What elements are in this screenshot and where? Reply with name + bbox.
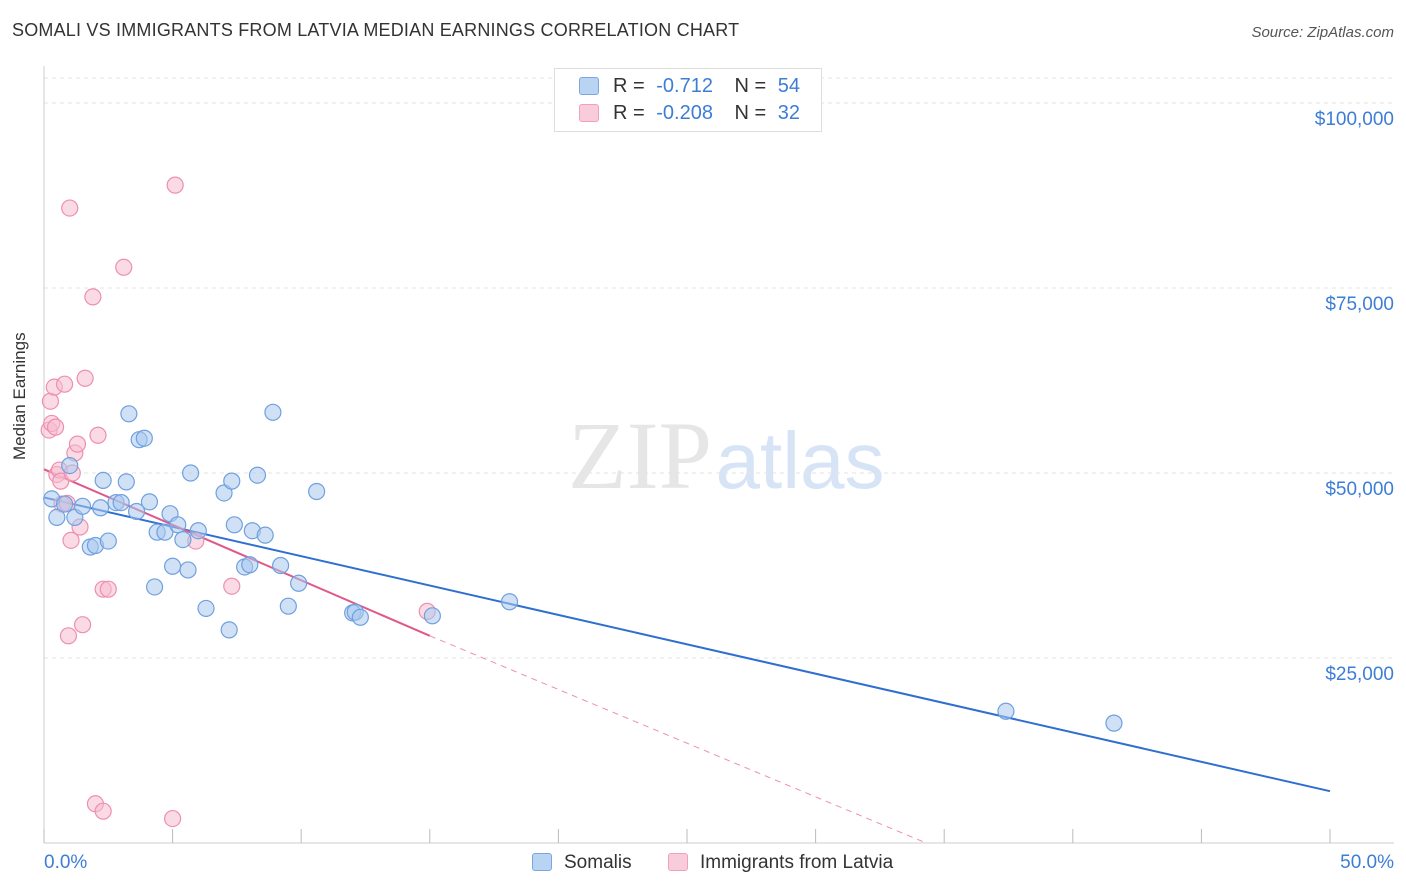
latvia-swatch xyxy=(579,104,599,122)
trend-lines xyxy=(43,468,1331,844)
somalis-point xyxy=(169,516,187,534)
n-label: N = xyxy=(734,102,767,124)
axes xyxy=(43,66,1394,844)
somalis-point xyxy=(248,466,267,484)
somalis-point xyxy=(223,472,241,490)
legend-latvia-swatch[interactable] xyxy=(668,853,688,871)
somalis-point xyxy=(174,530,192,549)
somalis-point xyxy=(112,494,130,512)
latvia-point xyxy=(94,802,112,820)
somalis-point xyxy=(423,607,441,625)
n-label: N = xyxy=(734,75,767,97)
source-label: Source: ZipAtlas.com xyxy=(1251,24,1394,41)
somalis-point xyxy=(94,471,112,489)
somalis-point xyxy=(215,484,233,502)
somalis-point xyxy=(308,482,326,501)
somalis-point xyxy=(500,593,519,611)
somalis-point xyxy=(164,557,182,575)
somalis-point xyxy=(99,532,117,550)
latvia-point xyxy=(62,531,80,549)
somalis-point xyxy=(220,621,238,639)
latvia-point xyxy=(55,375,74,393)
somalis-point xyxy=(189,522,207,540)
somalis-point xyxy=(140,493,159,511)
latvia-point xyxy=(52,472,70,490)
r-label: R = xyxy=(613,75,645,97)
somalis-point xyxy=(179,561,197,579)
somalis-point xyxy=(351,608,369,626)
latvia-stats: R = -0.208 N = 32 xyxy=(613,102,800,128)
somalis-point xyxy=(127,502,146,521)
somalis-point xyxy=(61,457,79,475)
watermark-zip: ZIP xyxy=(568,402,712,509)
legend-somalis-swatch[interactable] xyxy=(532,853,552,871)
somalis-point xyxy=(225,516,243,534)
latvia-point xyxy=(84,288,102,306)
somalis-point xyxy=(1105,714,1123,732)
latvia-point xyxy=(68,435,87,453)
x-tick-label-min: 0.0% xyxy=(44,852,88,873)
latvia-point xyxy=(76,369,94,387)
latvia-trend-line xyxy=(43,468,431,637)
latvia-point xyxy=(99,580,117,598)
latvia-point xyxy=(59,627,78,645)
somalis-point xyxy=(197,599,215,618)
somalis-point xyxy=(48,508,66,527)
y-tick-label-50000: $50,000 xyxy=(1325,479,1394,500)
latvia-trend-extension xyxy=(429,635,927,844)
somalis-point xyxy=(135,429,153,447)
somalis-point xyxy=(264,403,282,421)
n-value: 54 xyxy=(777,75,801,97)
somalis-swatch xyxy=(579,77,599,95)
somalis-point xyxy=(145,578,164,596)
somalis-point xyxy=(272,556,290,575)
somalis-point xyxy=(55,495,74,513)
legend-somalis[interactable]: Somalis xyxy=(564,852,632,873)
somalis-point xyxy=(182,464,200,482)
somalis-point xyxy=(117,473,135,491)
legend-latvia[interactable]: Immigrants from Latvia xyxy=(700,852,894,873)
chart-title: SOMALI VS IMMIGRANTS FROM LATVIA MEDIAN … xyxy=(12,20,740,40)
y-tick-label-100000: $100,000 xyxy=(1314,109,1394,130)
r-value: -0.208 xyxy=(656,102,713,124)
somalis-stats: R = -0.712 N = 54 xyxy=(613,75,800,101)
latvia-point xyxy=(166,176,184,194)
latvia-point xyxy=(89,426,107,444)
data-points xyxy=(40,176,1123,828)
y-tick-label-75000: $75,000 xyxy=(1325,294,1394,315)
somalis-point xyxy=(120,405,138,423)
watermark-atlas: atlas xyxy=(716,416,885,505)
latvia-point xyxy=(61,199,79,217)
latvia-point xyxy=(46,418,65,436)
r-value: -0.712 xyxy=(656,75,713,97)
somalis-point xyxy=(290,574,308,592)
latvia-point xyxy=(164,809,182,828)
somalis-point xyxy=(73,497,92,515)
somalis-point xyxy=(256,526,274,544)
latvia-point xyxy=(41,392,60,410)
somalis-point xyxy=(156,523,174,541)
stats-box: R = -0.712 N = 54 R = -0.208 N = 32 xyxy=(554,68,822,132)
somalis-point xyxy=(241,556,259,574)
latvia-point xyxy=(223,577,241,595)
somalis-point xyxy=(279,597,297,615)
latvia-point xyxy=(115,258,133,276)
x-tick-label-max: 50.0% xyxy=(1340,852,1394,873)
somalis-trend-line xyxy=(43,496,1331,793)
y-tick-label-25000: $25,000 xyxy=(1325,664,1394,685)
somalis-point xyxy=(91,499,110,517)
r-label: R = xyxy=(613,102,645,124)
latvia-point xyxy=(73,616,92,634)
somalis-point xyxy=(997,702,1015,720)
n-value: 32 xyxy=(777,102,801,124)
